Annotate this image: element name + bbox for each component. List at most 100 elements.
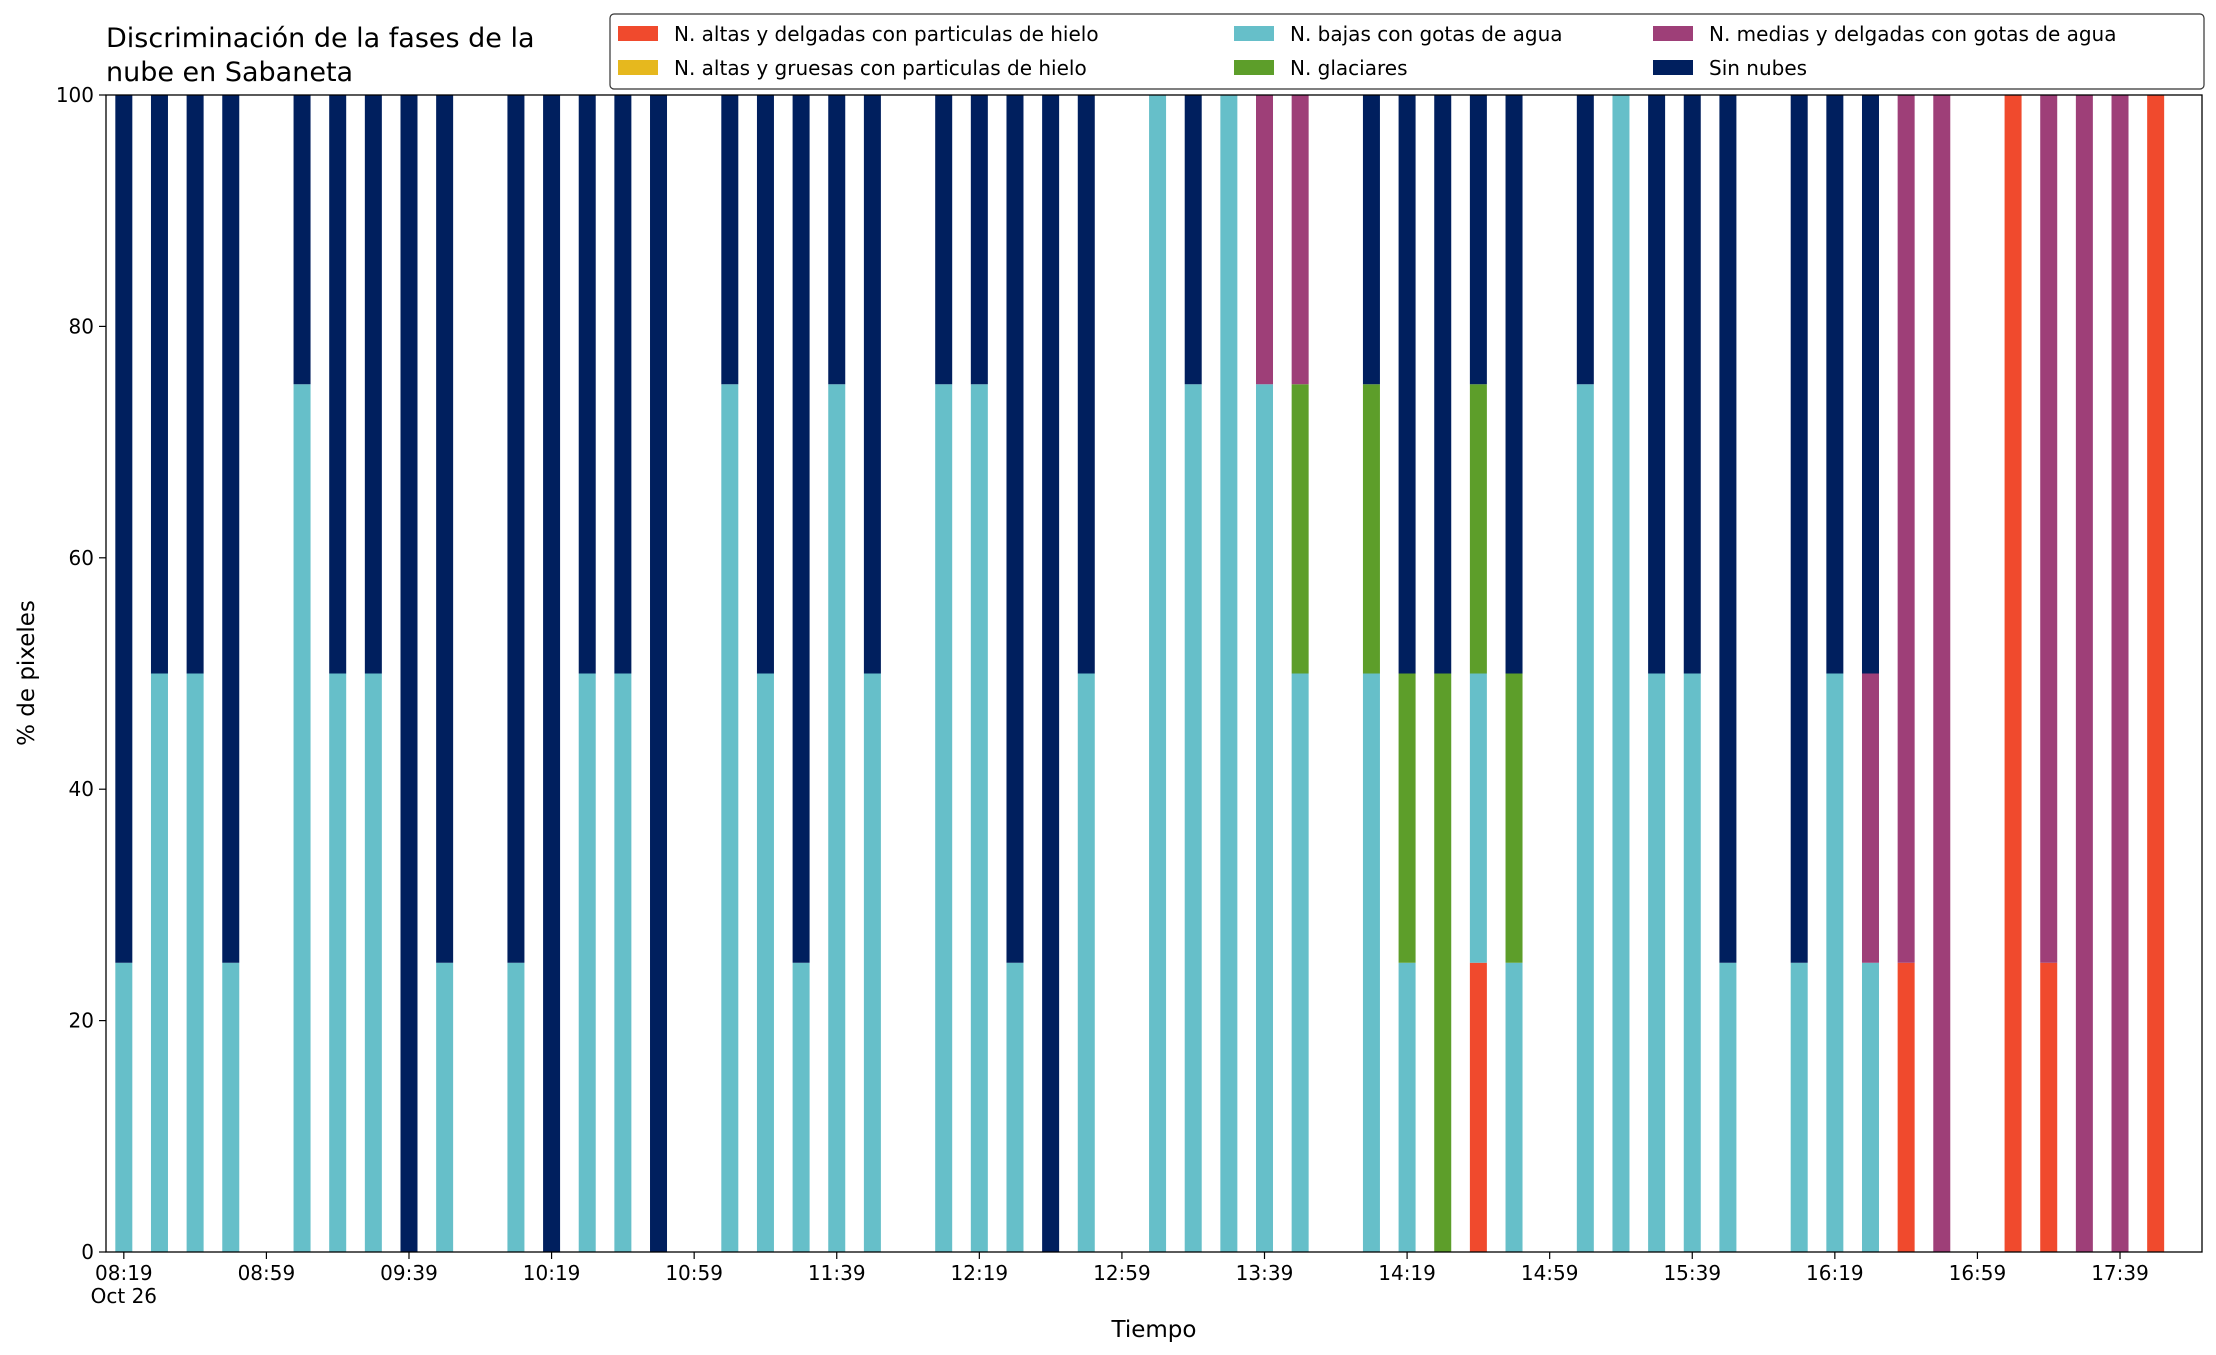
y-tick-label: 20 [69,1009,94,1033]
bar-segment [970,384,988,1252]
bar-segment [792,95,810,963]
bar-segment [614,673,632,1252]
bar-segment [578,95,596,674]
legend-swatch [1234,60,1274,75]
bar-segment [364,95,382,674]
bar-segment [1790,95,1808,963]
bar-segment [1469,962,1487,1252]
bar-segment [1434,673,1452,1252]
bar-segment [2040,95,2058,963]
bar-segment [329,95,347,674]
bar-segment [222,95,240,963]
bar-segment [1291,673,1309,1252]
bar-segment [650,95,668,1252]
bar-segment [1006,95,1024,963]
bar-segment [150,673,168,1252]
legend-swatch [618,60,658,75]
bar-segment [935,384,953,1252]
x-tick-label: 13:39 [1236,1261,1294,1285]
x-tick-label: 09:39 [380,1261,438,1285]
y-tick-label: 0 [81,1240,94,1264]
bar-segment [1362,673,1380,1252]
bar-segment [614,95,632,674]
bar-segment [1861,962,1879,1252]
bar-segment [756,95,774,674]
bar-segment [828,384,846,1252]
bar-segment [1220,95,1238,1252]
bar-segment [507,95,525,963]
bar-segment [329,673,347,1252]
bar-segment [1897,962,1915,1252]
legend-swatch [618,26,658,41]
bar-segment [222,962,240,1252]
x-axis-label: Tiempo [1111,1317,1197,1343]
y-tick-label: 100 [56,83,94,107]
chart-title: Discriminación de la fases de la nube en… [106,23,535,88]
bar-segment [186,673,204,1252]
bar-segment [2075,95,2093,1252]
bar-segment [1719,962,1737,1252]
x-tick-label: 12:19 [951,1261,1009,1285]
bar-segment [2147,95,2165,1252]
bar-segment [970,95,988,385]
y-axis-label: % de pixeles [14,600,40,746]
x-tick-label: 08:59 [238,1261,296,1285]
bar-segment [436,95,454,963]
x-tick-label: 11:39 [808,1261,866,1285]
bar-segment [1434,95,1452,674]
bar-segment [578,673,596,1252]
legend-label: N. altas y gruesas con particulas de hie… [674,56,1087,80]
x-tick-label: 08:19 Oct 26 [91,1261,157,1308]
legend-label: N. glaciares [1290,56,1408,80]
bar-segment [115,95,133,963]
bar-segment [293,384,311,1252]
bar-segment [1006,962,1024,1252]
legend-label: N. bajas con gotas de agua [1290,22,1563,46]
bar-segment [1398,673,1416,963]
bar-segment [1398,962,1416,1252]
bar-segment [1362,95,1380,385]
bar-segment [543,95,561,1252]
bar-segment [1576,384,1594,1252]
bar-segment [2111,95,2129,1252]
bar-segment [1184,384,1202,1252]
bar-segment [1469,95,1487,385]
bar-segment [1184,95,1202,385]
bar-segment [1683,95,1701,674]
bar-segment [935,95,953,385]
bar-segment [863,673,881,1252]
bar-segment [1077,673,1095,1252]
bar-segment [1897,95,1915,963]
bar-segment [1861,673,1879,963]
bar-segment [364,673,382,1252]
bar-segment [1576,95,1594,385]
x-tick-label: 15:39 [1663,1261,1721,1285]
bar-segment [1362,384,1380,674]
bar-segment [1861,95,1879,674]
bar-segment [1077,95,1095,674]
bar-segment [792,962,810,1252]
bar-segment [1933,95,1951,1252]
bar-segment [756,673,774,1252]
bar-segment [2004,95,2022,1252]
bar-segment [1719,95,1737,963]
bar-segment [293,95,311,385]
bar-segment [1256,384,1274,1252]
legend-swatch [1234,26,1274,41]
bar-segment [1469,673,1487,963]
bar-segment [863,95,881,674]
legend-label: N. medias y delgadas con gotas de agua [1709,22,2117,46]
bar-segment [1505,95,1523,674]
legend-swatch [1653,26,1693,41]
bar-segment [1042,95,1060,1252]
legend-label: N. altas y delgadas con particulas de hi… [674,22,1099,46]
bar-segment [436,962,454,1252]
bar-segment [1398,95,1416,674]
bar-segment [1149,95,1167,1252]
y-tick-label: 80 [69,314,94,338]
x-tick-label: 16:19 [1806,1261,1864,1285]
x-tick-label: 17:39 [2091,1261,2149,1285]
x-tick-label: 14:59 [1521,1261,1579,1285]
